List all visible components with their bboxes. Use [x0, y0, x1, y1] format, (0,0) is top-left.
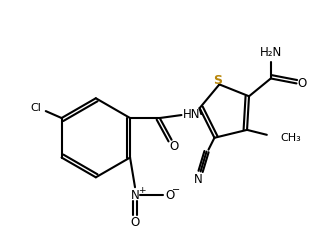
Text: HN: HN [183, 108, 200, 120]
Text: S: S [213, 74, 222, 87]
Text: CH₃: CH₃ [281, 133, 301, 143]
Text: H₂N: H₂N [260, 46, 282, 59]
Text: O: O [298, 77, 307, 90]
Text: N: N [194, 173, 203, 186]
Text: O: O [130, 216, 140, 229]
Text: Cl: Cl [31, 103, 41, 113]
Text: N: N [130, 189, 139, 202]
Text: O: O [165, 189, 174, 202]
Text: −: − [172, 185, 181, 195]
Text: O: O [169, 140, 178, 153]
Text: +: + [138, 186, 146, 195]
